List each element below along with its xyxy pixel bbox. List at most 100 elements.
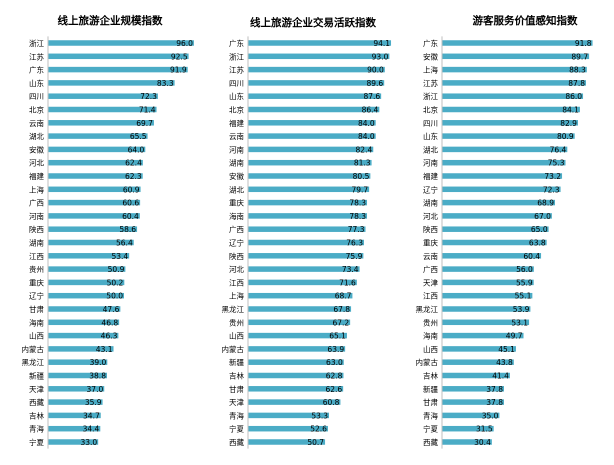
category-label: 宁夏: [229, 424, 244, 434]
bar: [48, 40, 194, 46]
value-label: 58.6: [119, 225, 136, 234]
value-label: 68.9: [537, 199, 554, 208]
value-label: 31.5: [476, 425, 493, 434]
category-label: 天津: [29, 385, 44, 394]
category-label: 浙江: [29, 38, 44, 48]
bar: [248, 199, 368, 206]
value-label: 84.0: [358, 119, 375, 128]
category-label: 湖北: [423, 145, 438, 154]
bar: [248, 306, 352, 312]
category-label: 上海: [229, 291, 244, 301]
bar: [48, 292, 124, 299]
bar: [48, 266, 126, 272]
bar: [48, 253, 130, 259]
value-label: 71.6: [339, 278, 356, 287]
category-label: 吉林: [29, 410, 44, 420]
value-label: 53.9: [513, 305, 530, 314]
category-label: 辽宁: [29, 291, 44, 301]
value-label: 50.7: [307, 438, 324, 447]
category-label: 宁夏: [423, 424, 438, 434]
bar: [48, 213, 140, 219]
bar: [248, 292, 353, 299]
bar: [48, 226, 138, 232]
value-label: 84.0: [358, 132, 375, 141]
category-label: 北京: [229, 105, 244, 115]
category-label: 河北: [29, 159, 44, 168]
category-label: 青海: [229, 410, 244, 420]
bar: [248, 173, 371, 179]
bar: [442, 239, 547, 246]
category-label: 西藏: [423, 437, 438, 447]
bar: [48, 146, 146, 153]
bar: [248, 53, 390, 60]
category-label: 海南: [29, 317, 44, 327]
value-label: 35.0: [482, 411, 499, 420]
category-label: 安徽: [229, 171, 244, 181]
bar: [248, 399, 341, 405]
bar: [248, 439, 326, 445]
value-label: 37.8: [486, 398, 503, 407]
value-label: 62.4: [125, 159, 142, 168]
bar: [48, 199, 141, 206]
category-label: 西藏: [229, 437, 244, 447]
bar: [442, 292, 533, 299]
value-label: 55.1: [515, 292, 532, 301]
category-label: 云南: [423, 251, 438, 261]
bar: [248, 359, 344, 365]
value-label: 89.7: [571, 52, 588, 61]
value-label: 80.9: [557, 132, 574, 141]
category-label: 吉林: [229, 371, 244, 381]
value-label: 60.4: [523, 252, 540, 261]
value-label: 72.3: [140, 92, 157, 101]
value-label: 73.4: [342, 265, 359, 274]
category-label: 江西: [29, 252, 44, 261]
value-label: 76.3: [346, 239, 363, 248]
value-label: 33.0: [80, 438, 97, 447]
value-label: 90.0: [367, 66, 384, 75]
bar: [48, 239, 134, 246]
value-label: 64.0: [128, 145, 145, 154]
bar: [442, 306, 531, 312]
value-label: 55.9: [516, 278, 533, 287]
value-label: 92.5: [171, 52, 188, 61]
bar: [48, 439, 99, 445]
bar: [442, 319, 530, 326]
category-label: 天津: [229, 398, 244, 407]
category-label: 重庆: [423, 238, 438, 248]
value-label: 68.7: [335, 292, 352, 301]
bar: [248, 425, 328, 432]
value-label: 63.8: [529, 239, 546, 248]
category-label: 黑龙江: [222, 304, 245, 314]
value-label: 96.0: [176, 39, 193, 48]
bar: [442, 359, 514, 365]
value-label: 63.9: [327, 345, 344, 354]
category-label: 陕西: [423, 224, 438, 234]
category-label: 江苏: [229, 65, 244, 75]
value-label: 67.2: [332, 318, 349, 327]
category-label: 山西: [229, 331, 244, 341]
value-label: 77.3: [348, 225, 365, 234]
bar: [248, 66, 385, 73]
category-label: 吉林: [423, 371, 438, 381]
category-label: 云南: [229, 131, 244, 141]
category-label: 辽宁: [229, 238, 244, 248]
value-label: 43.1: [96, 345, 113, 354]
value-label: 49.7: [506, 332, 523, 341]
bar: [442, 53, 590, 60]
category-label: 安徽: [423, 51, 438, 61]
value-label: 87.8: [568, 79, 585, 88]
bar: [48, 319, 120, 326]
bar: [48, 346, 114, 352]
category-label: 重庆: [229, 198, 244, 208]
chart-title: 线上旅游企业规模指数: [58, 14, 163, 27]
category-label: 安徽: [29, 144, 44, 154]
bar: [442, 425, 494, 432]
value-label: 34.4: [83, 425, 100, 434]
bar: [48, 412, 101, 419]
value-label: 52.6: [310, 425, 327, 434]
bar: [48, 306, 121, 312]
bar: [442, 253, 542, 259]
value-label: 62.8: [326, 372, 343, 381]
value-label: 43.8: [496, 358, 513, 367]
category-label: 浙江: [229, 51, 244, 61]
